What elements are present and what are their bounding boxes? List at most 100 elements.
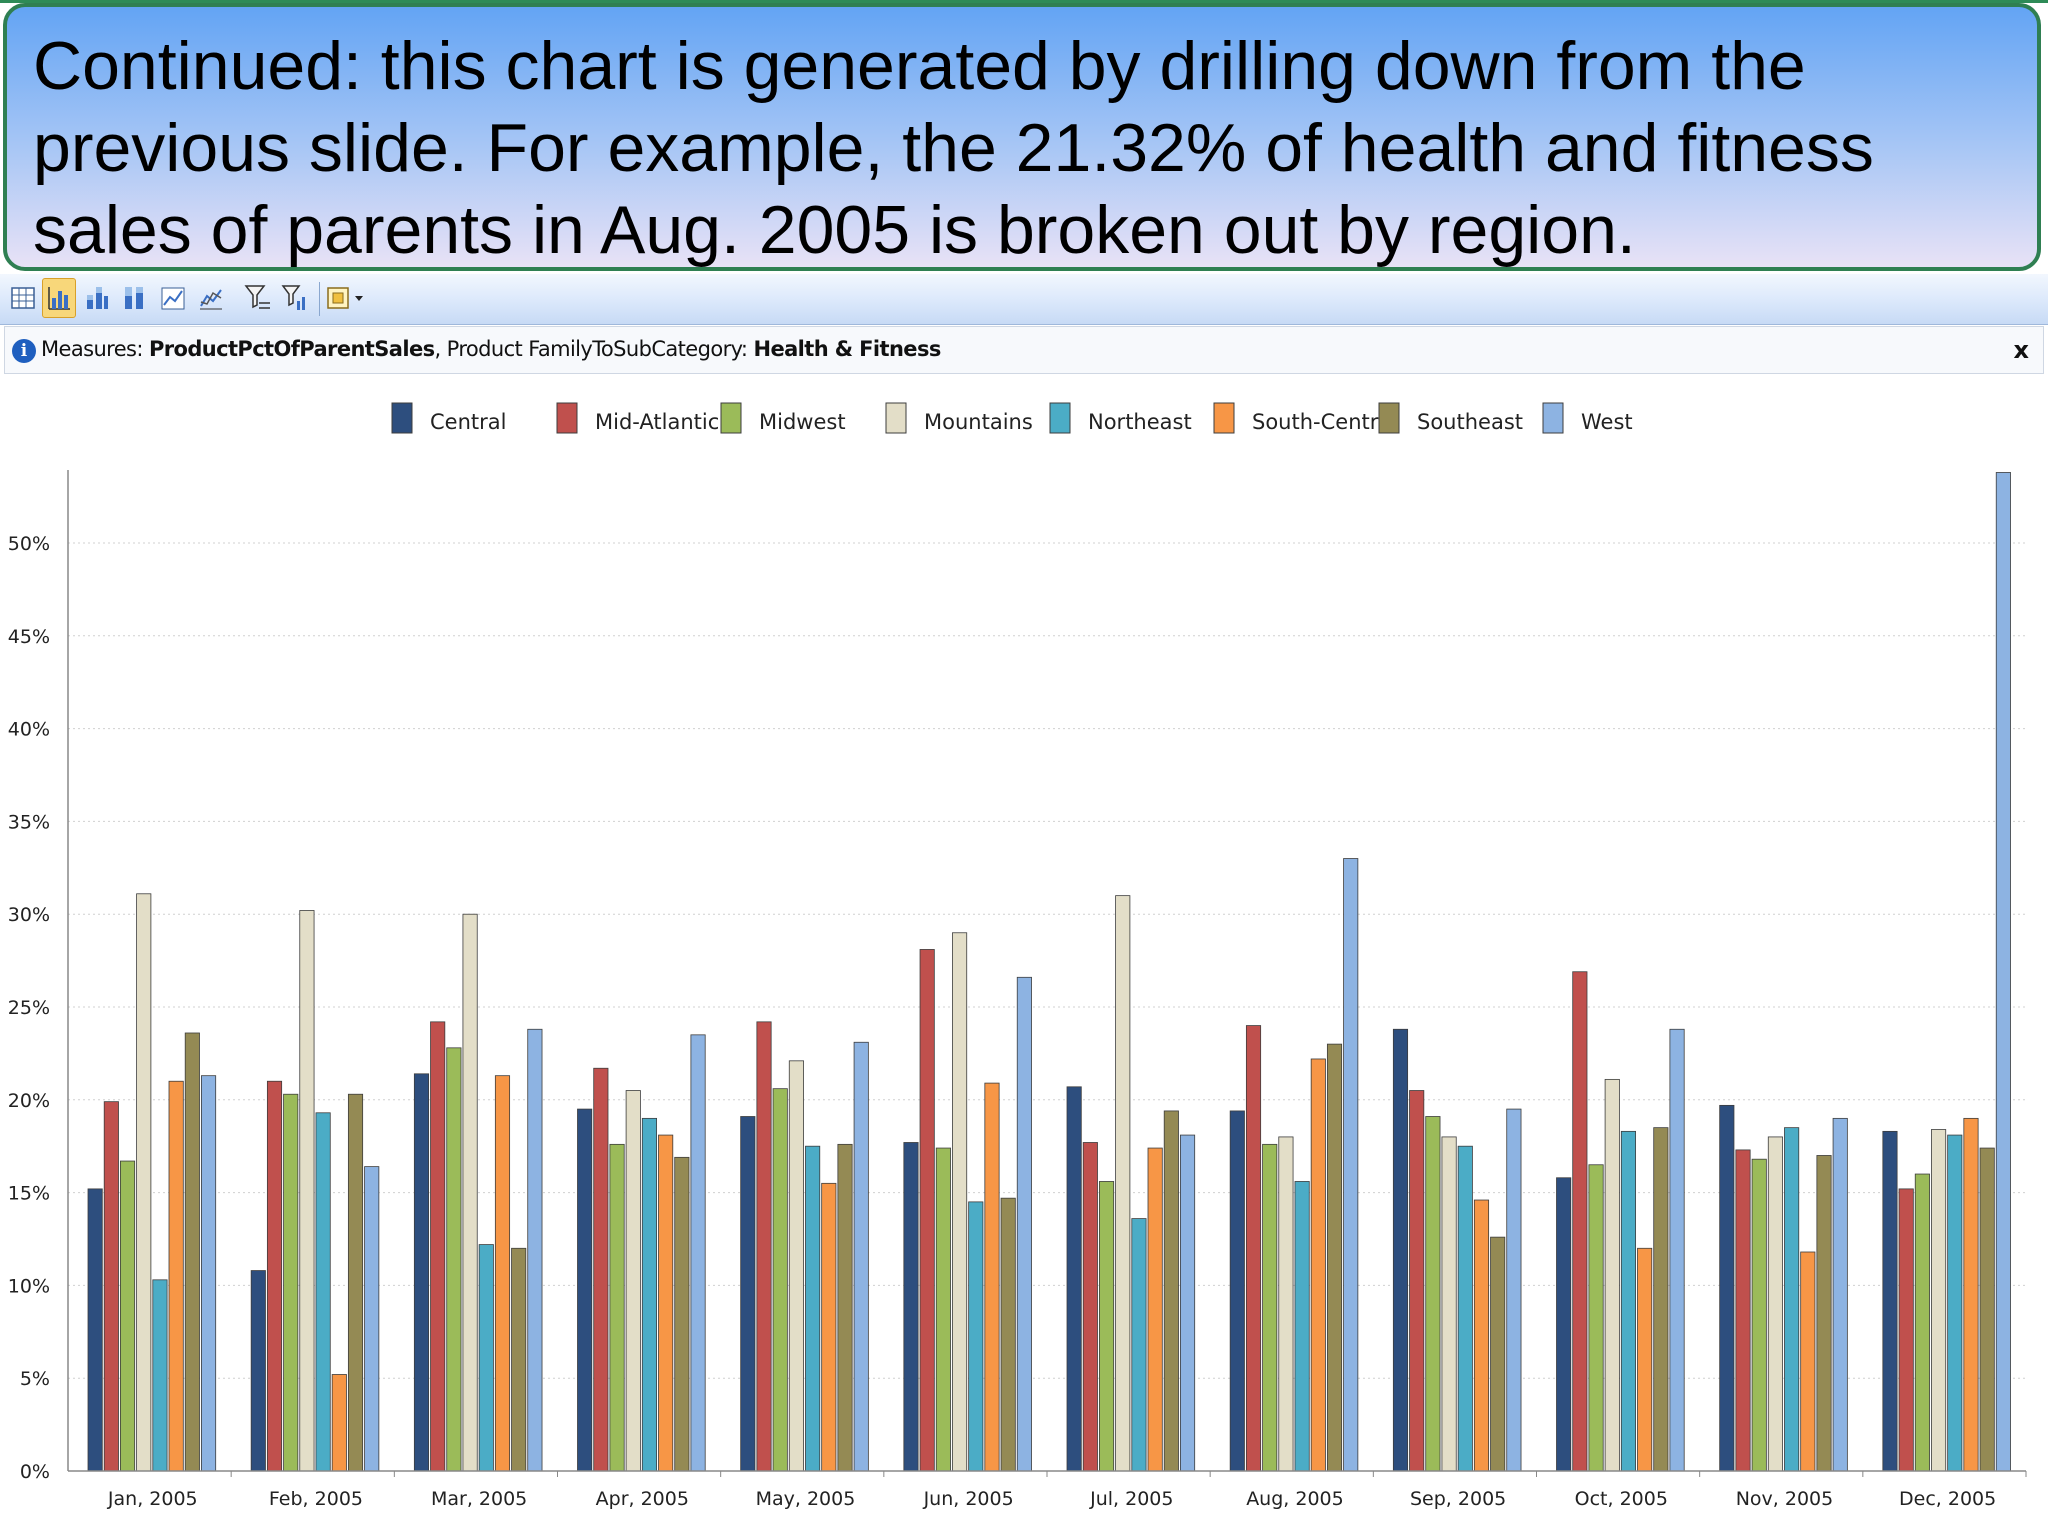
percent-stacked-button[interactable] <box>118 278 152 318</box>
measures-label: Measures: <box>41 337 143 361</box>
y-tick-label: 10% <box>8 1275 50 1297</box>
info-bar: i Measures: ProductPctOfParentSales, Pro… <box>4 326 2044 374</box>
legend-swatch <box>1378 402 1400 434</box>
line-chart-button[interactable] <box>156 278 190 318</box>
x-tick-label: Feb, 2005 <box>269 1488 363 1510</box>
bar-northeast-12 <box>1947 1134 1963 1472</box>
column-chart-icon <box>48 287 70 310</box>
info-icon: i <box>12 339 36 363</box>
bar-west-12 <box>1995 472 2011 1472</box>
close-button[interactable]: x <box>2013 336 2029 364</box>
bar-west-10 <box>1669 1028 1685 1472</box>
bar-central-1 <box>87 1188 103 1472</box>
bar-southeast-6 <box>1000 1197 1016 1472</box>
x-tick-label: Aug, 2005 <box>1246 1488 1344 1510</box>
bar-midwest-8 <box>1262 1143 1278 1472</box>
legend-swatch <box>1542 402 1564 434</box>
legend-label: West <box>1581 410 1633 434</box>
options-dropdown-button[interactable] <box>322 278 368 318</box>
legend-item-southeast: Southeast <box>1378 402 1523 434</box>
filter-chart-icon <box>281 285 305 310</box>
x-tick-label: Oct, 2005 <box>1575 1488 1668 1510</box>
filter-button[interactable] <box>240 278 274 318</box>
bar-central-2 <box>250 1270 266 1472</box>
bar-northeast-10 <box>1620 1130 1637 1472</box>
slide-caption-box: Continued: this chart is generated by dr… <box>3 3 2041 271</box>
bar-west-2 <box>364 1166 380 1472</box>
bar-south-central-8 <box>1310 1058 1326 1472</box>
legend-item-central: Central <box>391 402 506 434</box>
bar-west-11 <box>1832 1117 1848 1472</box>
region-sales-chart: Central Mid-Atlantic Midwest Mountains North… <box>8 402 2027 1510</box>
bar-central-4 <box>577 1108 593 1472</box>
chart-axes <box>67 470 2027 1477</box>
legend-label: Mid-Atlantic <box>595 410 719 434</box>
bar-southeast-1 <box>184 1032 200 1472</box>
bar-mountains-8 <box>1278 1136 1294 1472</box>
y-tick-label: 35% <box>8 811 50 833</box>
line-chart-icon <box>161 287 185 310</box>
bar-mid-atlantic-3 <box>430 1021 446 1472</box>
legend-item-mountains: Mountains <box>885 402 1033 434</box>
y-tick-label: 25% <box>8 997 50 1019</box>
bar-west-7 <box>1180 1134 1196 1472</box>
bar-mountains-4 <box>625 1090 641 1472</box>
bar-central-6 <box>903 1142 919 1472</box>
y-tick-label: 20% <box>8 1090 50 1112</box>
bar-northeast-2 <box>315 1112 331 1472</box>
bar-central-11 <box>1719 1104 1735 1472</box>
bar-south-central-2 <box>331 1374 347 1472</box>
bar-mountains-2 <box>299 910 315 1472</box>
bar-central-9 <box>1392 1028 1409 1472</box>
toolbar-separator <box>319 282 320 316</box>
bar-south-central-1 <box>168 1080 184 1472</box>
legend-swatch <box>720 402 742 434</box>
bar-south-central-12 <box>1963 1117 1979 1472</box>
x-axis-ticks: Jan, 2005 Feb, 2005 Mar, 2005 Apr, 2005 May,… <box>107 1488 1996 1510</box>
bar-south-central-11 <box>1800 1251 1816 1472</box>
chart-toolbar <box>0 274 2048 325</box>
bar-central-5 <box>740 1116 756 1472</box>
bar-midwest-11 <box>1751 1158 1767 1472</box>
x-tick-label: Apr, 2005 <box>596 1488 689 1510</box>
filter-chart-button[interactable] <box>278 278 312 318</box>
stacked-column-button[interactable] <box>80 278 114 318</box>
filter-value: Health & Fitness <box>753 337 941 361</box>
y-tick-label: 0% <box>20 1461 50 1483</box>
bar-northeast-5 <box>805 1145 821 1472</box>
legend-swatch <box>1213 402 1235 434</box>
bar-mountains-11 <box>1767 1136 1783 1472</box>
legend-label: Central <box>430 410 506 434</box>
legend-swatch <box>556 402 578 434</box>
bar-south-central-5 <box>821 1182 837 1472</box>
legend-item-south-central: South-Central <box>1213 402 1397 434</box>
bar-midwest-1 <box>120 1160 136 1472</box>
legend-label: South-Central <box>1252 410 1397 434</box>
bar-south-central-7 <box>1147 1147 1163 1472</box>
x-tick-label: Jan, 2005 <box>107 1488 198 1510</box>
line-markers-button[interactable] <box>194 278 228 318</box>
bar-south-central-9 <box>1473 1199 1490 1472</box>
y-tick-label: 45% <box>8 626 50 648</box>
x-tick-label: Jun, 2005 <box>923 1488 1014 1510</box>
bar-northeast-6 <box>968 1201 984 1472</box>
bar-midwest-3 <box>446 1047 462 1472</box>
x-tick-label: Mar, 2005 <box>431 1488 527 1510</box>
legend-swatch <box>885 402 907 434</box>
bar-west-1 <box>200 1075 217 1472</box>
legend-item-northeast: Northeast <box>1049 402 1192 434</box>
line-markers-icon <box>200 289 222 310</box>
grid-view-button[interactable] <box>6 278 40 318</box>
legend-swatch <box>1049 402 1071 434</box>
bar-mid-atlantic-7 <box>1082 1142 1098 1472</box>
column-chart-button[interactable] <box>42 278 76 318</box>
bar-southeast-8 <box>1326 1043 1343 1472</box>
top-accent-line <box>0 0 2048 3</box>
bar-mid-atlantic-11 <box>1735 1149 1751 1472</box>
y-tick-label: 15% <box>8 1183 50 1205</box>
bar-central-10 <box>1556 1177 1572 1472</box>
legend-label: Mountains <box>924 410 1033 434</box>
bar-west-4 <box>690 1034 706 1472</box>
bar-central-3 <box>413 1073 430 1472</box>
x-tick-label: Nov, 2005 <box>1736 1488 1834 1510</box>
